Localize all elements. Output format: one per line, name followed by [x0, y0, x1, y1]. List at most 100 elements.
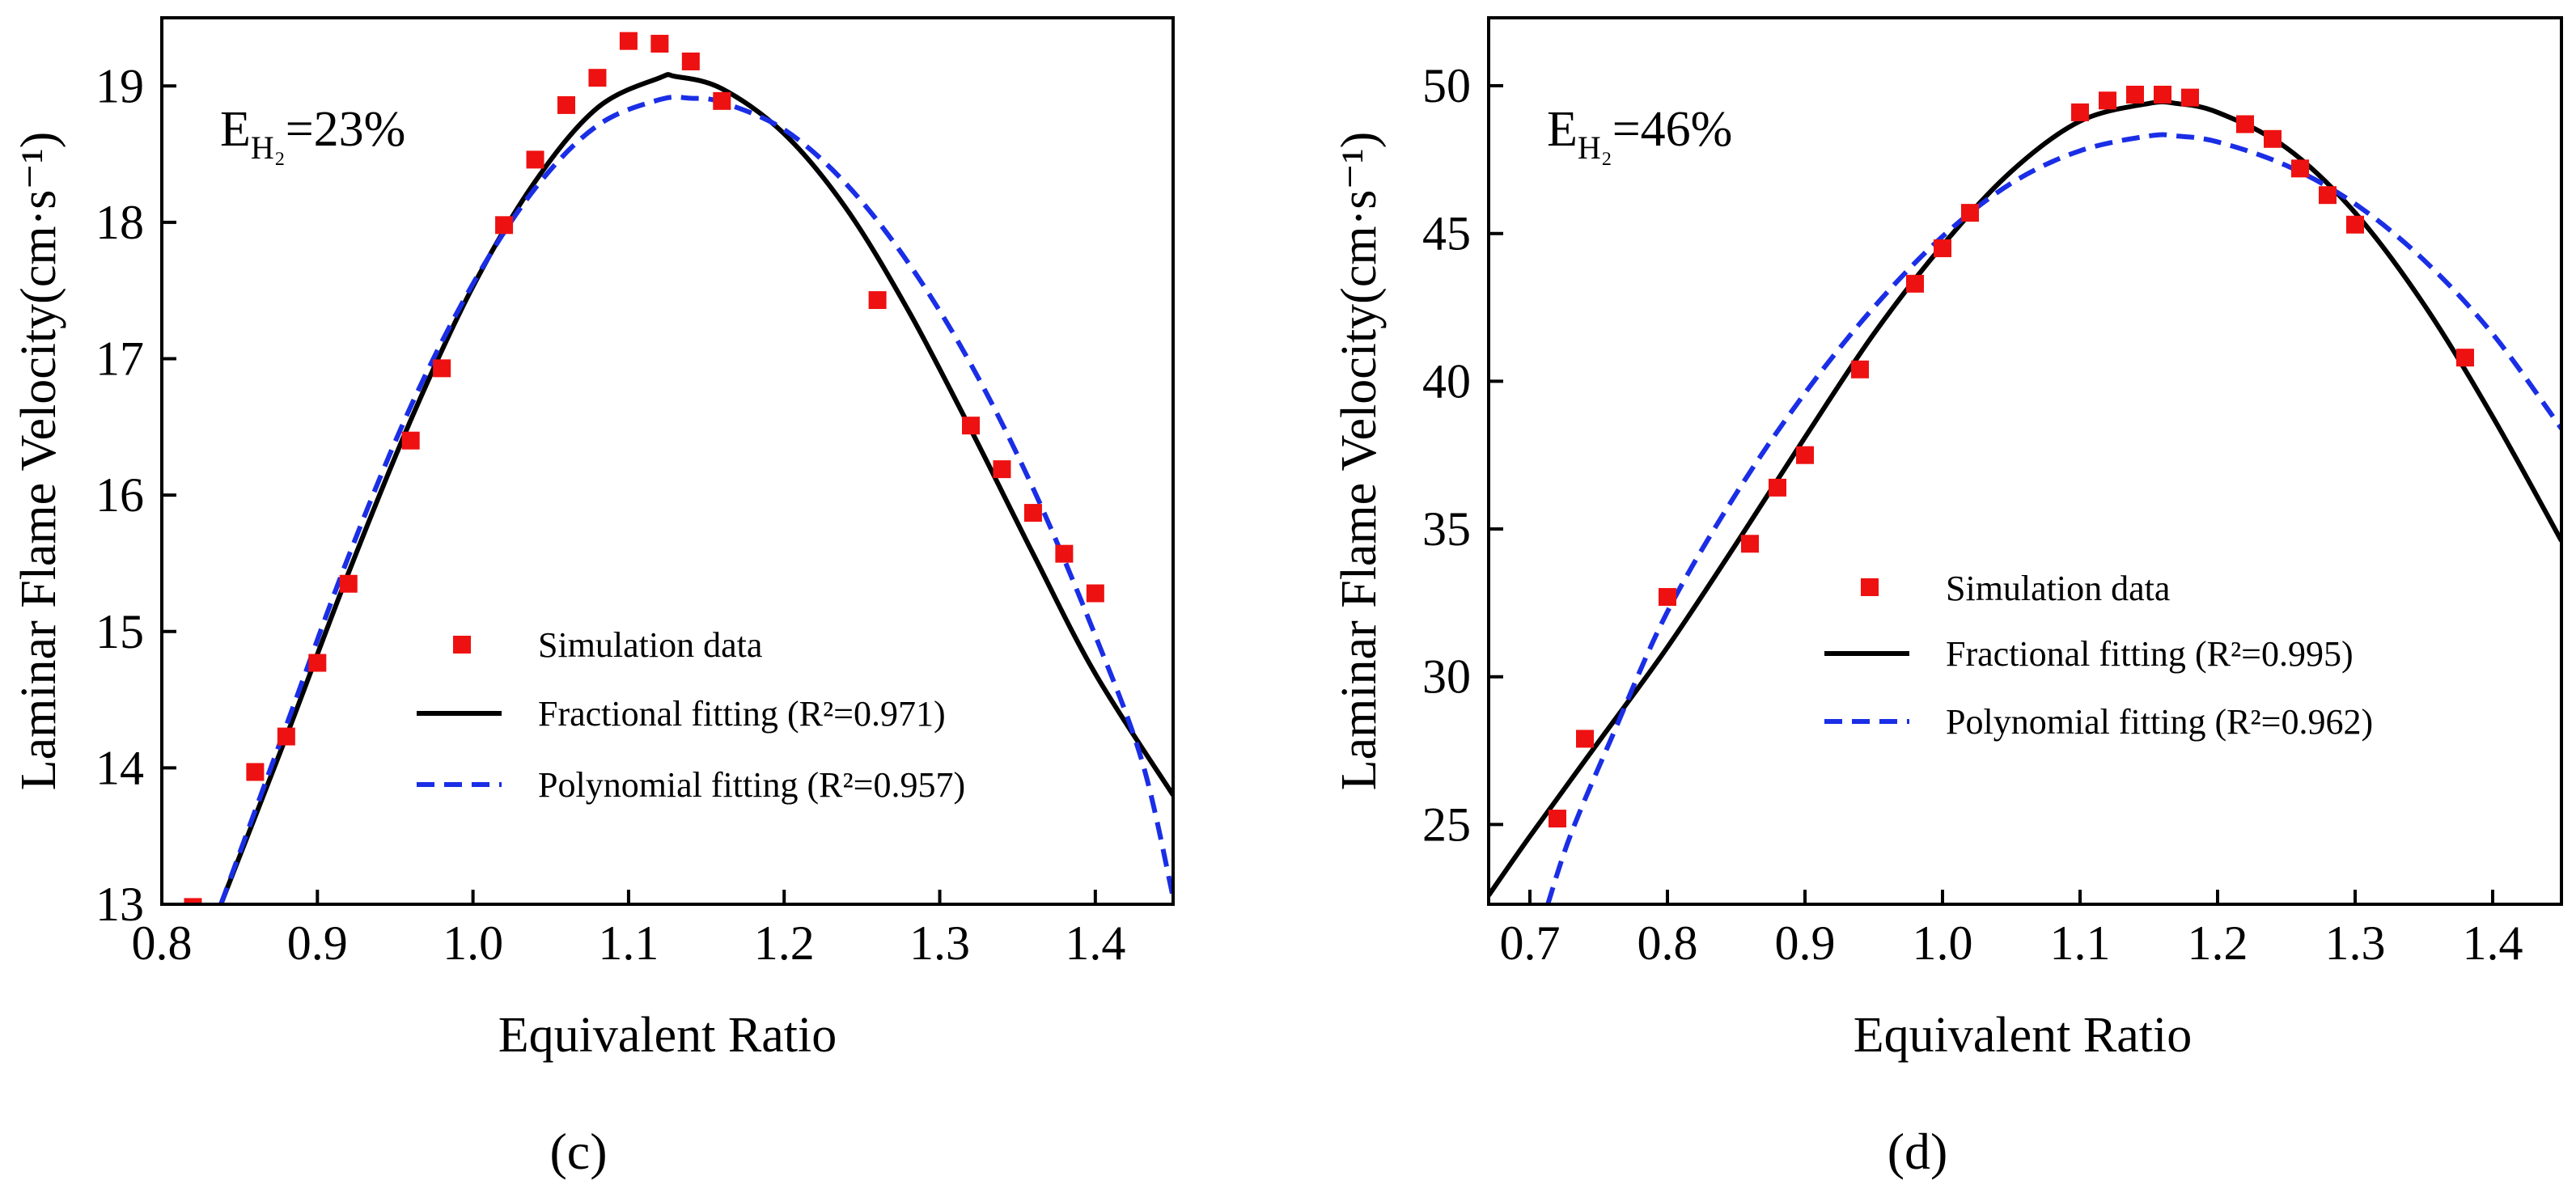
x-tick-label: 1.4 [1065, 916, 1125, 970]
legend: Simulation data Fractional fitting (R²=0… [1824, 569, 2373, 742]
legend-label-fractional: Fractional fitting (R²=0.995) [1946, 634, 2354, 674]
y-tick-label: 45 [1422, 207, 1471, 260]
data-point [2071, 103, 2089, 121]
legend-label-polynomial: Polynomial fitting (R²=0.962) [1946, 702, 2373, 742]
data-point [2264, 129, 2282, 148]
x-tick-label: 1.1 [2050, 916, 2111, 970]
legend-label-polynomial: Polynomial fitting (R²=0.957) [538, 765, 965, 805]
annotation-eh2: EH₂=23% [220, 102, 405, 166]
data-point [1055, 544, 1074, 563]
legend-label-simulation: Simulation data [1946, 569, 2170, 608]
data-point [1023, 504, 1042, 522]
data-point [1741, 535, 1759, 553]
y-tick-label: 40 [1422, 354, 1471, 408]
y-tick-label: 30 [1422, 650, 1471, 704]
data-point [308, 654, 327, 672]
x-tick-label: 1.2 [754, 916, 815, 970]
data-point [619, 32, 638, 50]
data-point [2291, 159, 2309, 178]
x-tick-label: 0.8 [1638, 916, 1698, 970]
y-tick-label: 50 [1422, 59, 1471, 112]
data-point [993, 460, 1011, 479]
data-point [1796, 446, 1814, 464]
panel-label-c: (c) [549, 1123, 607, 1180]
data-point [246, 763, 265, 781]
annotation-eh2: EH₂=46% [1547, 102, 1732, 166]
panel-label-d: (d) [1888, 1123, 1948, 1180]
data-point [1086, 584, 1104, 603]
y-axis-label: Laminar Flame Velocity(cm·s⁻¹) [1332, 132, 1387, 791]
x-tick-label: 1.3 [2325, 916, 2386, 970]
chart-panel-c: 0.8 0.9 1.0 1.1 1.2 1.3 1.4 13 14 15 16 17 18 19 EH₂… [11, 16, 1175, 1180]
data-point [2181, 88, 2199, 107]
x-tick-label: 0.9 [1775, 916, 1836, 970]
x-tick-label: 1.1 [598, 916, 659, 970]
data-point [1961, 204, 1979, 222]
y-axis-ticks: 25 30 35 40 45 50 [1422, 59, 1503, 851]
data-point [713, 91, 731, 110]
y-tick-label: 18 [95, 196, 144, 249]
data-point [868, 291, 887, 310]
y-tick-label: 35 [1422, 502, 1471, 556]
data-point [2236, 115, 2254, 133]
legend: Simulation data Fractional fitting (R²=0… [417, 625, 965, 805]
y-axis-label: Laminar Flame Velocity(cm·s⁻¹) [11, 132, 66, 791]
y-tick-label: 14 [95, 741, 144, 794]
x-axis-label: Equivalent Ratio [1854, 1008, 2192, 1063]
y-tick-label: 25 [1422, 797, 1471, 851]
polynomial-fitting-curve [1545, 132, 2561, 904]
data-point [526, 150, 544, 169]
plot-frame [1487, 16, 2563, 906]
x-tick-label: 0.8 [132, 916, 193, 970]
legend-label-simulation: Simulation data [538, 625, 762, 665]
data-point [962, 417, 980, 435]
data-point [1769, 478, 1786, 497]
x-tick-label: 0.7 [1500, 916, 1561, 970]
data-point [1659, 588, 1676, 607]
data-point [495, 216, 514, 235]
x-tick-label: 1.3 [909, 916, 970, 970]
simulation-data-markers [1549, 85, 2474, 828]
y-tick-label: 15 [95, 605, 144, 658]
data-point [433, 359, 451, 378]
y-tick-label: 17 [95, 332, 144, 386]
plot-frame [160, 16, 1175, 906]
data-point [650, 35, 669, 53]
data-point [1549, 810, 1566, 828]
chart-panel-d: 0.7 0.8 0.9 1.0 1.1 1.2 1.3 1.4 25 30 35 40 45 50 EH… [1332, 16, 2563, 1180]
y-tick-label: 19 [95, 59, 144, 112]
data-point [2154, 85, 2171, 104]
data-point [681, 52, 700, 70]
simulation-data-markers [184, 32, 1104, 904]
data-point [2319, 186, 2337, 205]
data-point [1576, 730, 1594, 748]
data-point [2099, 91, 2116, 110]
legend-label-fractional: Fractional fitting (R²=0.971) [538, 694, 946, 734]
legend-marker-simulation [1861, 578, 1879, 596]
x-tick-label: 1.0 [1913, 916, 1973, 970]
data-point [1934, 239, 1951, 257]
data-point [557, 95, 575, 114]
y-tick-label: 13 [95, 878, 144, 931]
data-point [401, 431, 420, 450]
x-axis-ticks: 0.8 0.9 1.0 1.1 1.2 1.3 1.4 [132, 890, 1125, 970]
data-point [588, 69, 607, 87]
data-point [184, 898, 202, 904]
x-axis-label: Equivalent Ratio [498, 1008, 837, 1063]
x-tick-label: 1.2 [2188, 916, 2248, 970]
fractional-fitting-curve [218, 72, 1173, 904]
data-point [1906, 274, 1924, 293]
y-axis-ticks: 13 14 15 16 17 18 19 [95, 59, 176, 931]
legend-marker-simulation [453, 636, 471, 654]
data-point [2456, 349, 2474, 367]
data-point [2126, 85, 2144, 104]
data-point [277, 727, 295, 746]
data-point [1851, 360, 1869, 379]
y-tick-label: 16 [95, 468, 144, 522]
data-point [339, 574, 358, 593]
x-tick-label: 1.4 [2463, 916, 2523, 970]
fractional-fitting-curve [1489, 99, 2561, 897]
x-axis-ticks: 0.7 0.8 0.9 1.0 1.1 1.2 1.3 1.4 [1500, 890, 2523, 970]
data-point [2346, 215, 2364, 234]
